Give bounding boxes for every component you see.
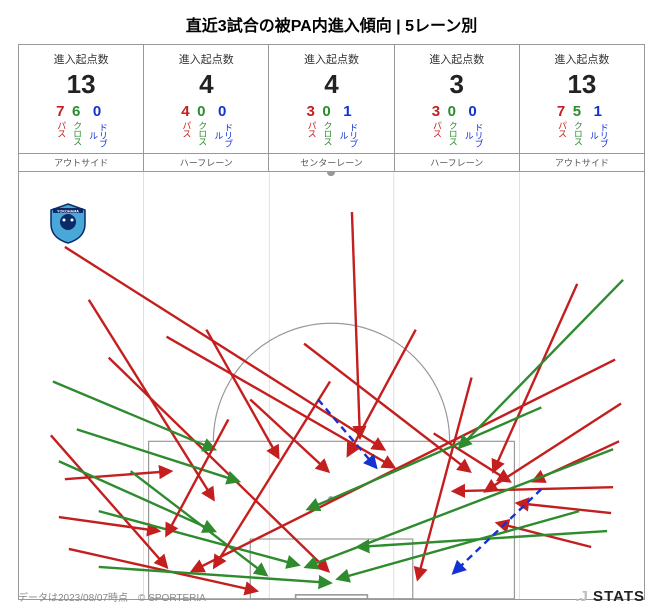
chart-title: 直近3試合の被PA内進入傾向 | 5レーン別 — [18, 12, 645, 36]
arrow — [460, 279, 623, 446]
arrow — [486, 403, 622, 491]
lane-name: ハーフレーン — [395, 154, 520, 171]
arrow — [493, 283, 577, 470]
bd-pass: 4パス — [181, 104, 191, 149]
stat-cell: 進入起点数 13 7パス 6クロス 0ドリブル — [19, 45, 144, 153]
arrow — [65, 471, 171, 479]
team-name: YOKOHAMA — [57, 209, 79, 213]
footer: データは2023/08/07時点 © SPORTERIA .J STATS — [18, 588, 645, 605]
chart-inner: 直近3試合の被PA内進入傾向 | 5レーン別 進入起点数 13 7パス 6クロス… — [18, 12, 645, 600]
stat-cell: 進入起点数 13 7パス 5クロス 1ドリブル — [520, 45, 645, 153]
arrow — [454, 487, 613, 491]
bd-cross: 0クロス — [322, 104, 332, 149]
stat-label: 進入起点数 — [144, 51, 268, 67]
arrow — [250, 399, 328, 471]
team-badge: YOKOHAMA — [47, 202, 89, 244]
stat-total: 13 — [520, 69, 644, 100]
stat-label: 進入起点数 — [269, 51, 393, 67]
bd-dribble: 0ドリブル — [87, 104, 107, 149]
arrow — [131, 471, 267, 575]
pitch-svg — [19, 172, 644, 599]
logo-stats: STATS — [588, 588, 645, 605]
bd-cross: 0クロス — [447, 104, 457, 149]
lane-name: アウトサイド — [19, 154, 144, 171]
bd-pass: 3パス — [431, 104, 441, 149]
arrow — [318, 399, 376, 467]
bd-pass: 7パス — [55, 104, 65, 149]
stat-breakdown: 3パス 0クロス 1ドリブル — [269, 104, 393, 149]
lane-name: センターレーン — [269, 154, 394, 171]
arrow — [53, 381, 214, 449]
footer-logo: .J STATS — [575, 588, 645, 605]
bd-pass: 3パス — [306, 104, 316, 149]
stat-breakdown: 7パス 6クロス 0ドリブル — [19, 104, 143, 149]
arrow — [77, 429, 238, 481]
bd-dribble: 1ドリブル — [588, 104, 608, 149]
footer-text: データは2023/08/07時点 © SPORTERIA — [18, 589, 206, 604]
lane-row: アウトサイドハーフレーンセンターレーンハーフレーンアウトサイド — [18, 153, 645, 172]
logo-j: .J — [575, 588, 588, 605]
arrow — [99, 511, 298, 565]
stats-row: 進入起点数 13 7パス 6クロス 0ドリブル 進入起点数 4 4パス 0クロス… — [18, 44, 645, 153]
bd-cross: 0クロス — [196, 104, 206, 149]
bd-cross: 5クロス — [572, 104, 582, 149]
stat-label: 進入起点数 — [520, 51, 644, 67]
pitch-area: YOKOHAMA — [18, 172, 645, 600]
stat-label: 進入起点数 — [395, 51, 519, 67]
team-badge-icon: YOKOHAMA — [47, 202, 89, 244]
stat-cell: 進入起点数 4 3パス 0クロス 1ドリブル — [269, 45, 394, 153]
arrow — [167, 419, 229, 535]
lane-name: ハーフレーン — [144, 154, 269, 171]
chart-container: 直近3試合の被PA内進入傾向 | 5レーン別 進入起点数 13 7パス 6クロス… — [0, 0, 663, 611]
stat-label: 進入起点数 — [19, 51, 143, 67]
stat-total: 13 — [19, 69, 143, 100]
bd-cross: 6クロス — [71, 104, 81, 149]
stat-total: 4 — [144, 69, 268, 100]
bd-pass: 7パス — [556, 104, 566, 149]
stat-total: 3 — [395, 69, 519, 100]
stat-total: 4 — [269, 69, 393, 100]
stat-cell: 進入起点数 4 4パス 0クロス 0ドリブル — [144, 45, 269, 153]
stat-breakdown: 4パス 0クロス 0ドリブル — [144, 104, 268, 149]
stat-breakdown: 3パス 0クロス 0ドリブル — [395, 104, 519, 149]
bd-dribble: 0ドリブル — [212, 104, 232, 149]
stat-cell: 進入起点数 3 3パス 0クロス 0ドリブル — [395, 45, 520, 153]
stat-breakdown: 7パス 5クロス 1ドリブル — [520, 104, 644, 149]
bd-dribble: 0ドリブル — [463, 104, 483, 149]
bd-dribble: 1ドリブル — [338, 104, 358, 149]
arrow — [69, 548, 256, 590]
lane-name: アウトサイド — [520, 154, 645, 171]
arrow — [517, 503, 611, 513]
